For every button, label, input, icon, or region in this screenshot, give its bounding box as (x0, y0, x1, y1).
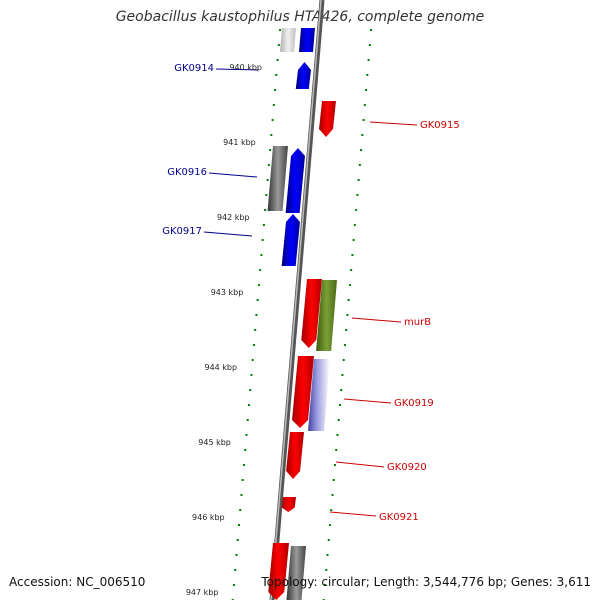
gene-top-pale[interactable] (280, 28, 296, 52)
gene-label-gk0921[interactable]: GK0921 (379, 512, 419, 523)
leader-murb (351, 317, 402, 323)
ruler-label-943: 943 kbp (211, 288, 244, 297)
topology-text: Topology: circular; Length: 3,544,776 bp… (261, 575, 591, 589)
leader-gk0919 (343, 398, 392, 404)
ruler-ticks (231, 29, 373, 600)
gene-label-gk0920[interactable]: GK0920 (387, 462, 427, 473)
gene-murB[interactable] (316, 280, 337, 351)
gene-label-gk0916[interactable]: GK0916 (167, 167, 207, 178)
ruler-label-942: 942 kbp (217, 213, 250, 222)
leader-gk0920 (335, 461, 385, 468)
gene-bottom-gray[interactable] (286, 546, 306, 600)
gene-labels[interactable]: GK0914 GK0915 GK0916 GK0917 murB GK0919 GK0920… (162, 63, 460, 523)
gene-gk0914[interactable] (295, 62, 311, 89)
gene-gk0919b[interactable] (308, 359, 330, 431)
backbone-line (269, 0, 325, 600)
leader-gk0914 (215, 68, 259, 71)
gene-label-murb[interactable]: murB (404, 317, 431, 328)
gene-label-gk0919[interactable]: GK0919 (394, 398, 434, 409)
gene-label-gk0917[interactable]: GK0917 (162, 226, 202, 237)
ruler-label-947: 947 kbp (186, 588, 219, 597)
gene-top-blue[interactable] (299, 28, 315, 52)
ruler-label-941: 941 kbp (223, 138, 256, 147)
gene-gk0921[interactable] (281, 497, 296, 512)
leader-gk0921 (329, 511, 377, 517)
ruler-label-940: 940 kbp (229, 63, 262, 72)
leader-gk0916 (208, 172, 258, 178)
genome-backbone (269, 0, 325, 600)
gene-gk0919[interactable] (292, 356, 314, 428)
label-leader-lines (203, 68, 418, 517)
gene-label-gk0914[interactable]: GK0914 (174, 63, 214, 74)
gene-gk0918[interactable] (301, 279, 322, 348)
gene-label-gk0915[interactable]: GK0915 (420, 120, 460, 131)
leader-gk0915 (369, 121, 418, 126)
gene-gk0917[interactable] (281, 214, 300, 266)
ruler-label-946: 946 kbp (192, 513, 225, 522)
gene-rna-941[interactable] (267, 146, 288, 211)
gene-bottom-red[interactable] (268, 543, 289, 600)
gene-gk0916[interactable] (285, 148, 305, 213)
gene-gk0920[interactable] (286, 432, 304, 479)
accession-text: Accession: NC_006510 (9, 575, 146, 589)
ruler-label-945: 945 kbp (198, 438, 231, 447)
gene-gk0915[interactable] (319, 101, 336, 137)
ruler-label-944: 944 kbp (204, 363, 237, 372)
ruler-labels: 940 kbp 941 kbp 942 kbp 943 kbp 944 kbp 945 k… (186, 63, 262, 597)
leader-gk0917 (203, 231, 253, 237)
backbone-highlight (270, 0, 322, 600)
gene-features[interactable] (267, 28, 337, 600)
genome-title: Geobacillus kaustophilus HTA426, complet… (115, 9, 485, 25)
